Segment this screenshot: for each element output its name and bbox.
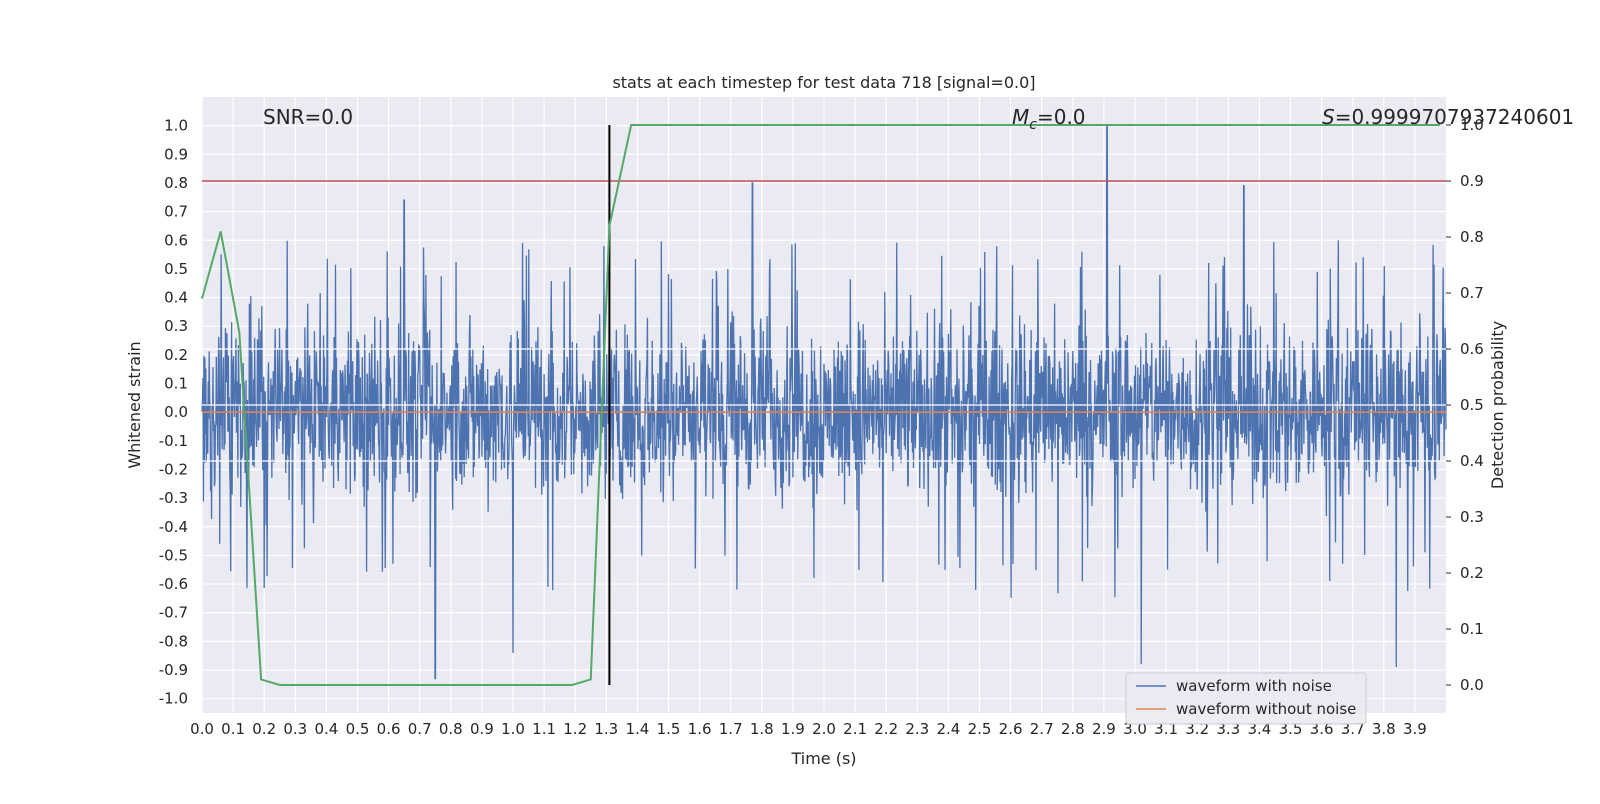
y-tick-label: -0.2 [159,460,188,478]
x-tick-label: 2.1 [843,720,867,738]
s-value: =0.9999707937240601 [1335,105,1574,129]
x-tick-label: 1.4 [625,720,649,738]
s-symbol: S [1322,105,1335,129]
y-tick-label: -0.4 [159,518,188,536]
y2-tick-label: 1.0 [1460,116,1484,134]
x-tick-label: 2.2 [874,720,898,738]
x-tick-label: 0.1 [221,720,245,738]
y2-tick-label: 0.5 [1460,396,1484,414]
y2-axis-label: Detection probability [1488,321,1507,489]
snr-annotation: SNR=0.0 [263,105,353,129]
mc-value: =0.0 [1037,105,1086,129]
y-tick-label: -0.1 [159,432,188,450]
y-tick-label: 0.0 [164,403,188,421]
y-tick-label: -0.8 [159,632,188,650]
x-tick-label: 0.4 [314,720,338,738]
x-tick-label: 1.7 [719,720,743,738]
legend-label-noise: waveform with noise [1176,677,1332,695]
y-tick-label: -1.0 [159,690,188,708]
y2-tick-label: 0.8 [1460,228,1484,246]
y2-tick-label: 0.7 [1460,284,1484,302]
y-tick-label: 1.0 [164,117,188,135]
legend-box [1125,672,1367,725]
probability-line [201,124,1440,686]
legend: waveform with noise waveform without noi… [1125,672,1367,725]
x-tick-label: 1.0 [501,720,525,738]
x-tick-label: 0.0 [190,720,214,738]
x-tick-label: 1.3 [594,720,618,738]
x-tick-label: 2.6 [999,720,1023,738]
y2-tick-label: 0.9 [1460,172,1484,190]
x-tick-label: 0.9 [470,720,494,738]
y-tick-label: 0.9 [164,145,188,163]
y2-tick-label: 0.0 [1460,676,1484,694]
y2-tick-label: 0.4 [1460,452,1484,470]
x-tick-label: 1.1 [532,720,556,738]
y2-tick-label: 0.1 [1460,620,1484,638]
y2-tick-label: 0.6 [1460,340,1484,358]
y-tick-label: -0.7 [159,604,188,622]
x-tick-label: 2.9 [1092,720,1116,738]
s-annotation: S=0.9999707937240601 [1322,105,1574,129]
x-tick-label: 1.2 [563,720,587,738]
y-tick-label: -0.9 [159,661,188,679]
x-axis-label: Time (s) [790,749,856,768]
x-tick-label: 3.8 [1372,720,1396,738]
y-tick-label: -0.5 [159,546,188,564]
x-tick-label: 2.3 [905,720,929,738]
x-tick-label: 0.6 [377,720,401,738]
y-tick-label: -0.3 [159,489,188,507]
noise-series-layer [201,125,1447,680]
y-tick-label: 0.5 [164,260,188,278]
chart-title: stats at each timestep for test data 718… [612,73,1035,92]
y-tick-label: -0.6 [159,575,188,593]
y-tick-label: 0.3 [164,317,188,335]
lines-layer [201,124,1446,686]
x-tick-label: 0.2 [252,720,276,738]
x-tick-label: 2.0 [812,720,836,738]
mc-annotation: Mc=0.0 [1012,105,1086,133]
y-axis-label: Whitened strain [125,341,144,468]
y-tick-label: 0.7 [164,203,188,221]
mc-symbol: M [1012,105,1029,129]
x-tick-label: 1.5 [657,720,681,738]
x-tick-label: 0.5 [346,720,370,738]
x-tick-label: 3.9 [1403,720,1427,738]
x-tick-label: 1.8 [750,720,774,738]
y-tick-label: 0.6 [164,231,188,249]
x-tick-label: 1.6 [688,720,712,738]
mc-subscript: c [1029,117,1037,133]
legend-label-clean: waveform without noise [1176,700,1356,718]
x-tick-label: 2.7 [1030,720,1054,738]
y2-tick-label: 0.3 [1460,508,1484,526]
y2-tick-label: 0.2 [1460,564,1484,582]
y-tick-label: 0.1 [164,375,188,393]
x-tick-label: 2.5 [968,720,992,738]
noise-series-line [201,125,1447,680]
y-tick-label: 0.2 [164,346,188,364]
x-tick-label: 0.8 [439,720,463,738]
x-tick-label: 2.4 [936,720,960,738]
x-tick-label: 0.3 [283,720,307,738]
x-tick-label: 1.9 [781,720,805,738]
y-tick-label: 0.8 [164,174,188,192]
x-tick-label: 2.8 [1061,720,1085,738]
x-tick-label: 0.7 [408,720,432,738]
ticks-layer: 0.0 0.1 0.2 0.3 0.4 0.5 0.6 0.7 0.8 0.9 1.0 1.1 1.2 1… [159,116,1484,738]
y-tick-label: 0.4 [164,289,188,307]
